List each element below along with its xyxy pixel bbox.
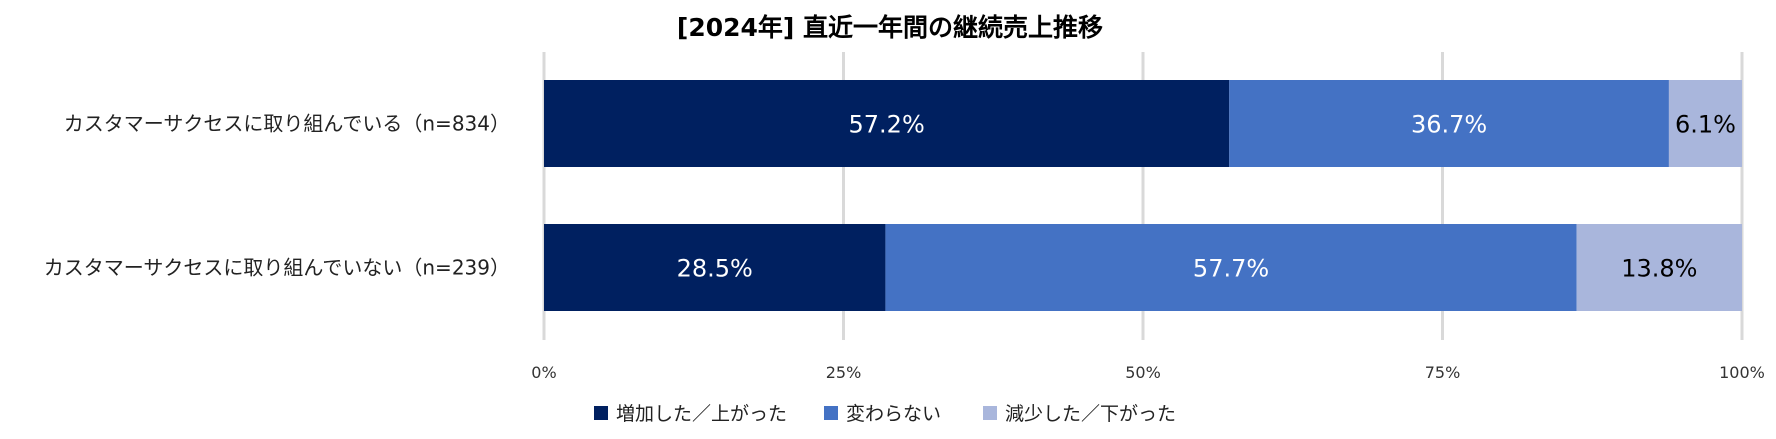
legend-swatch xyxy=(983,406,997,420)
x-tick-label: 0% xyxy=(531,363,556,382)
x-tick-label: 75% xyxy=(1425,363,1461,382)
legend-swatch xyxy=(594,406,608,420)
category-label: カスタマーサクセスに取り組んでいる（n=834） xyxy=(64,112,510,136)
chart-title: [2024年] 直近一年間の継続売上推移 xyxy=(677,13,1103,42)
legend: 増加した／上がった 変わらない 減少した／下がった xyxy=(594,403,1176,425)
bar-segment xyxy=(544,224,886,311)
bars xyxy=(544,80,1742,311)
x-tick-label: 25% xyxy=(826,363,862,382)
bar-segment xyxy=(885,224,1577,311)
data-label: 28.5% xyxy=(677,255,753,283)
bar-segment xyxy=(1576,224,1742,311)
x-tick-label: 50% xyxy=(1125,363,1161,382)
legend-swatch xyxy=(824,406,838,420)
bar-segment xyxy=(1668,80,1742,167)
legend-label: 減少した／下がった xyxy=(1005,403,1176,425)
legend-label: 増加した／上がった xyxy=(616,403,787,425)
legend-label: 変わらない xyxy=(846,403,941,425)
data-label: 36.7% xyxy=(1411,111,1487,139)
data-label: 57.2% xyxy=(849,111,925,139)
category-labels: カスタマーサクセスに取り組んでいる（n=834） カスタマーサクセスに取り組んでい… xyxy=(44,112,510,280)
bar-segment xyxy=(1229,80,1669,167)
data-label: 57.7% xyxy=(1193,255,1269,283)
data-labels: 57.2% 36.7% 6.1% 28.5% 57.7% 13.8% xyxy=(677,111,1736,283)
category-label: カスタマーサクセスに取り組んでいない（n=239） xyxy=(44,256,510,280)
data-label: 13.8% xyxy=(1621,255,1697,283)
bar-segment xyxy=(544,80,1230,167)
x-tick-label: 100% xyxy=(1719,363,1765,382)
data-label: 6.1% xyxy=(1675,111,1736,139)
x-axis-ticks: 0% 25% 50% 75% 100% xyxy=(531,363,1765,382)
